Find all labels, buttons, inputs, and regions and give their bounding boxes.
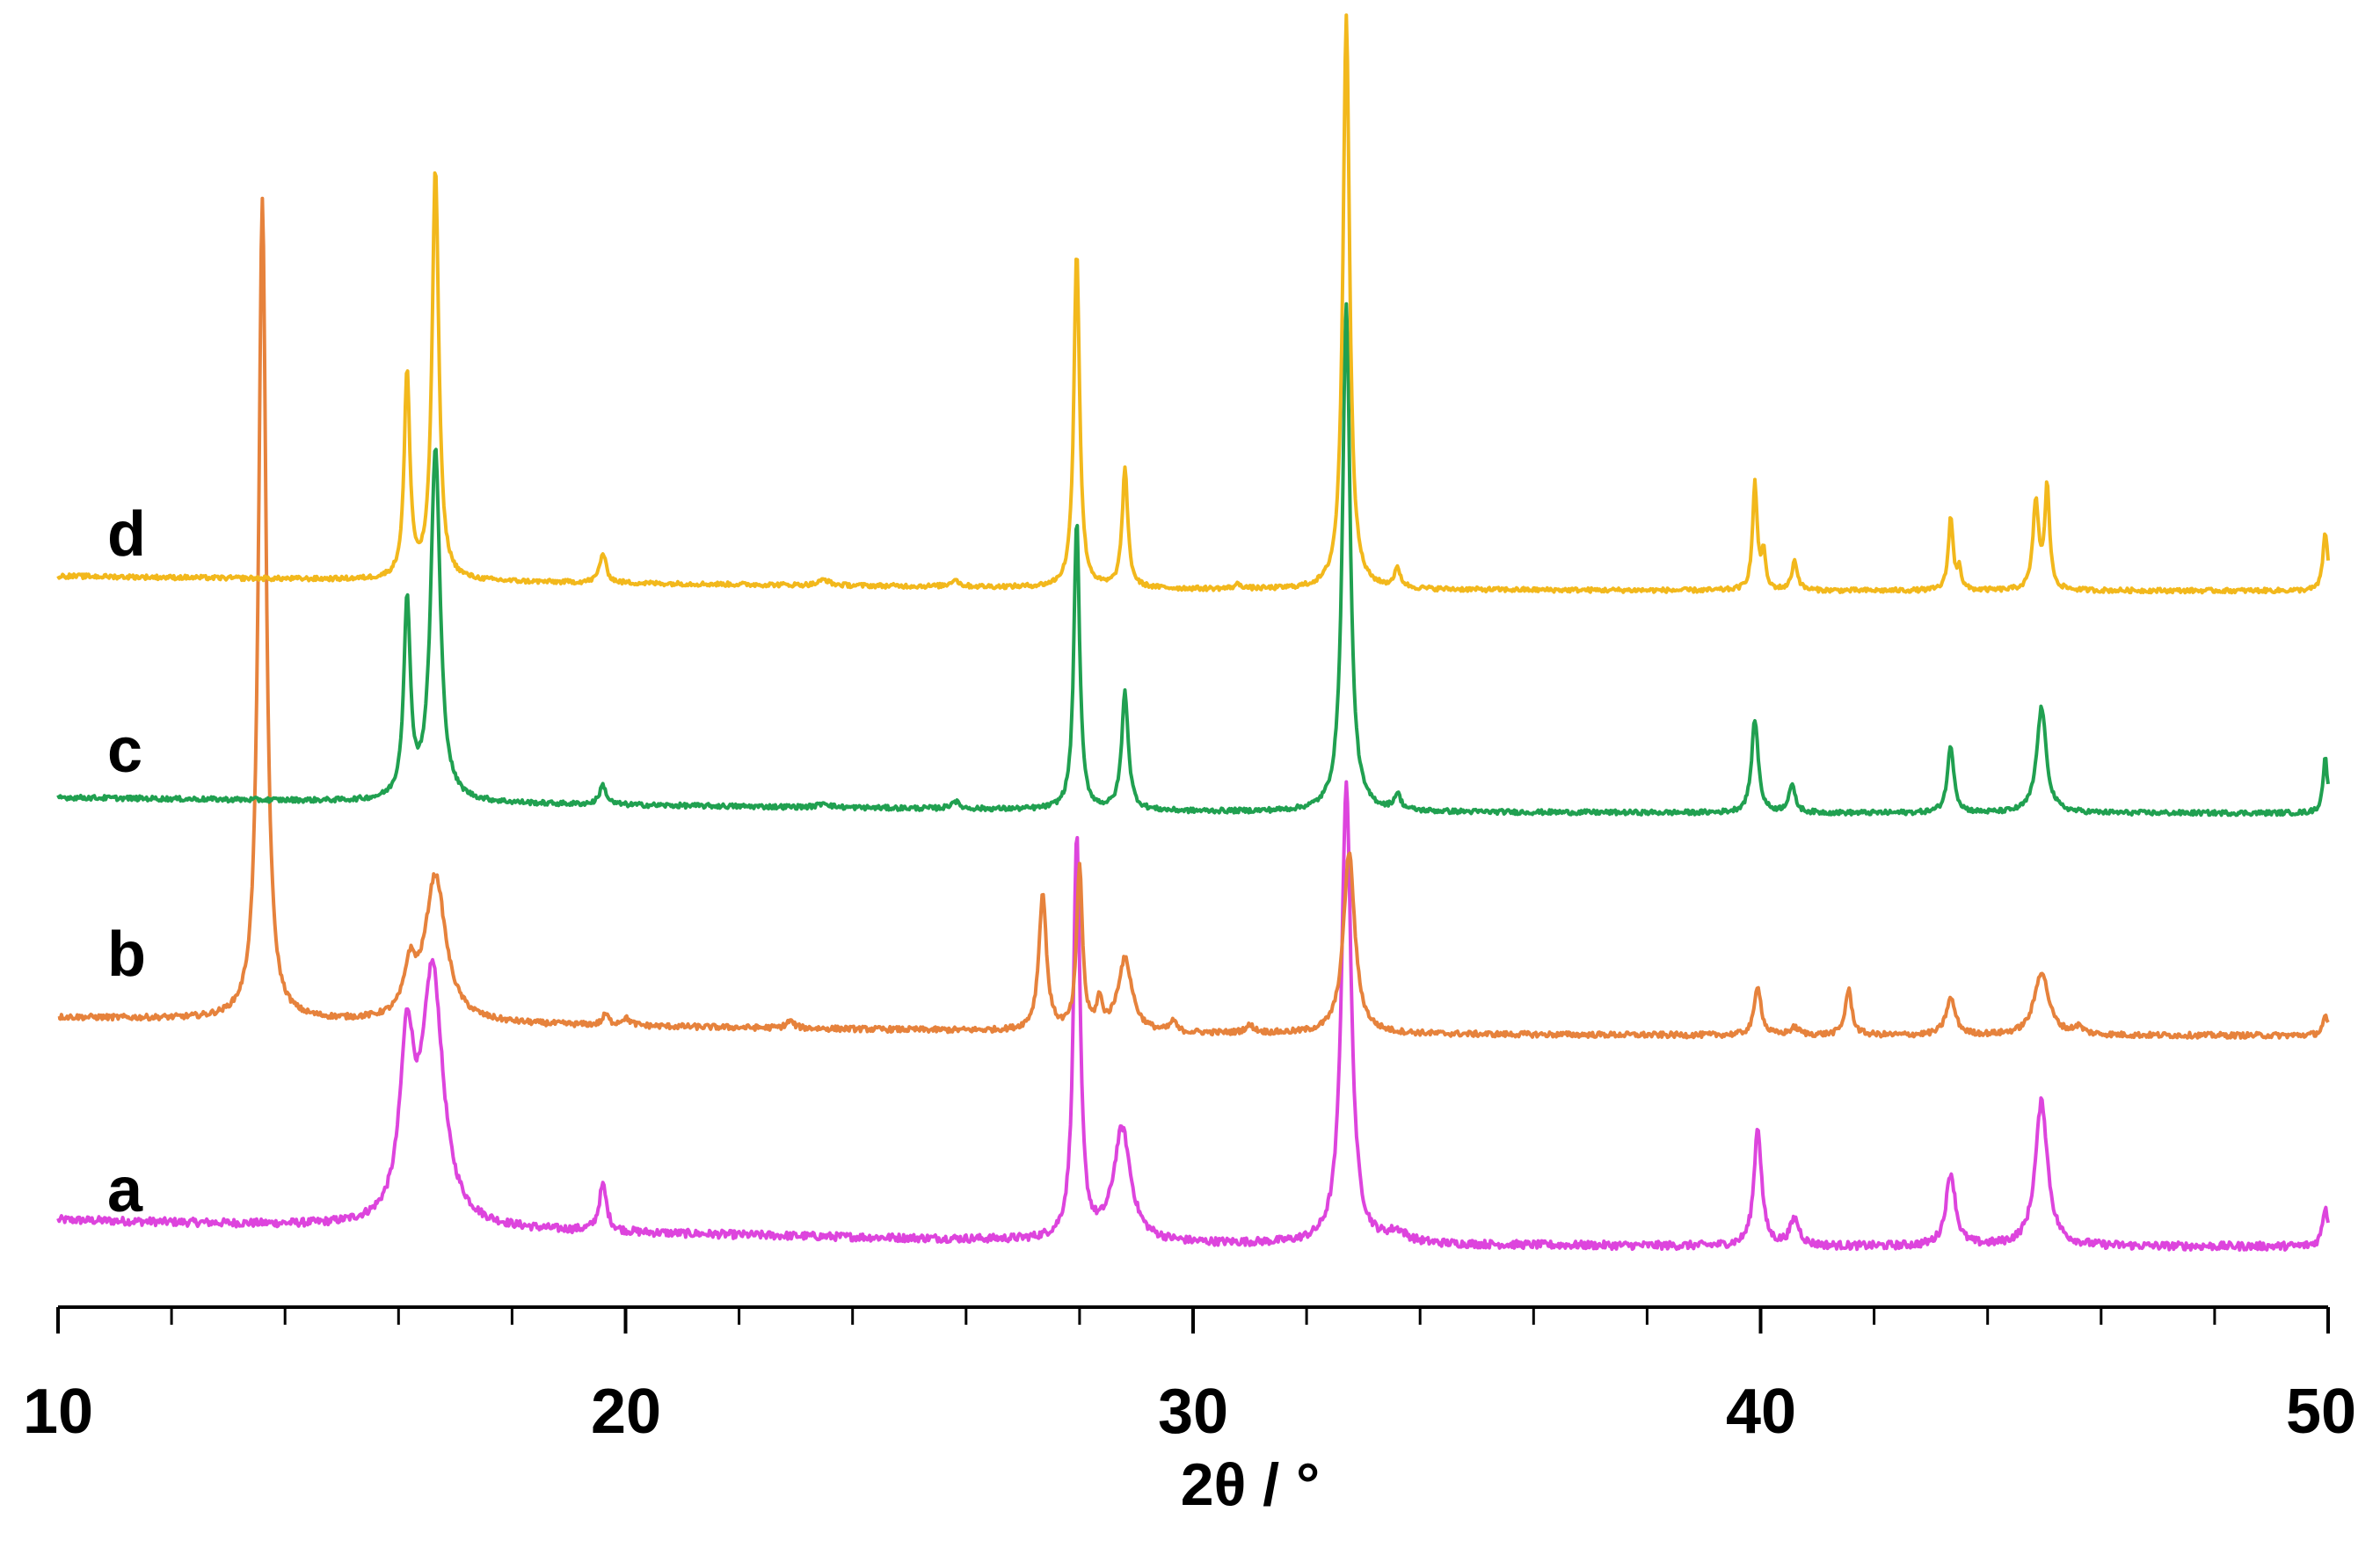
x-axis-title: 2θ / ° — [1181, 1451, 1320, 1518]
series-line-b — [57, 196, 2330, 1040]
x-tick-label-10: 10 — [23, 1377, 93, 1447]
series-label-d: d — [107, 499, 146, 570]
series-line-c — [56, 302, 2330, 818]
series-line-d — [56, 13, 2330, 595]
series-label-a: a — [107, 1155, 143, 1225]
series-labels: a b c d — [107, 499, 146, 1225]
series-label-b: b — [107, 919, 146, 990]
x-axis-ticks — [56, 1307, 2330, 1334]
x-tick-label-40: 40 — [1726, 1377, 1796, 1447]
series-line-a — [56, 780, 2330, 1252]
x-tick-label-50: 50 — [2286, 1377, 2356, 1447]
series-label-c: c — [107, 716, 142, 786]
x-axis: 10 20 30 40 50 2θ / ° — [23, 1305, 2356, 1518]
x-tick-label-20: 20 — [591, 1377, 661, 1447]
diffraction-traces — [56, 13, 2330, 1252]
x-tick-label-30: 30 — [1158, 1377, 1228, 1447]
